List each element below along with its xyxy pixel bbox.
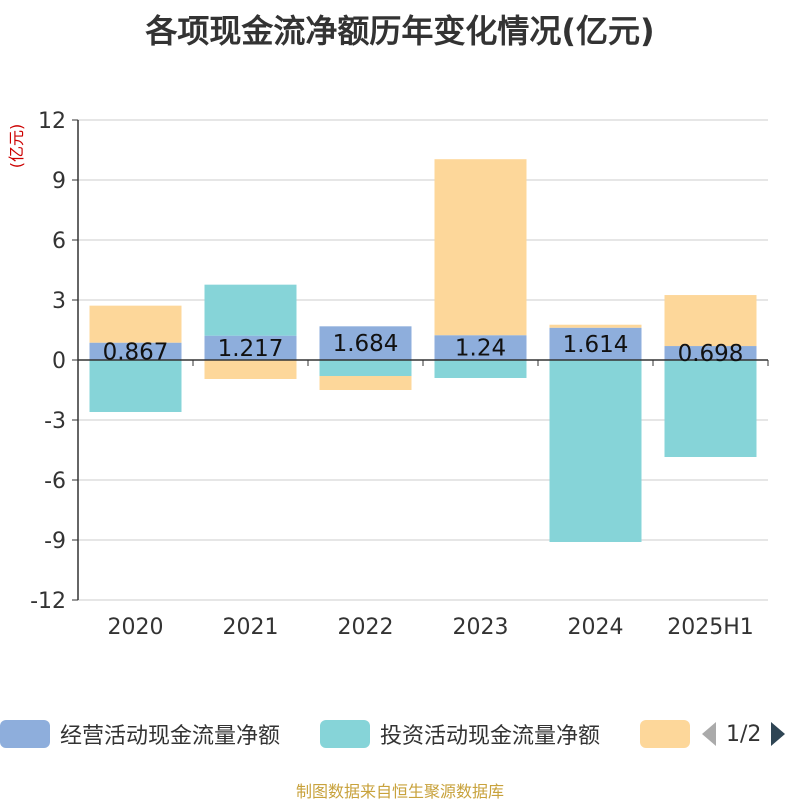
data-source-note: 制图数据来自恒生聚源数据库 (295, 782, 504, 801)
bar-chart: 12 9 6 3 0 -3 -6 -9 -12 (亿元) 2020 2021 2022 2023 2024 2… (7, 109, 769, 640)
bar-operating-2020 (89, 342, 182, 360)
legend-label-operating: 经营活动现金流量净额 (60, 724, 281, 749)
legend-label-investing: 投资活动现金流量净额 (380, 724, 601, 749)
legend-swatch-investing (320, 720, 370, 748)
y-tick-label: 12 (38, 109, 66, 134)
legend-item-financing[interactable] (640, 720, 700, 748)
x-tick-label: 2021 (223, 615, 279, 640)
bar-operating-2022 (319, 326, 412, 360)
y-tick-label: 9 (52, 169, 66, 194)
bar-operating-2024 (549, 327, 642, 360)
prev-page-icon[interactable] (700, 720, 718, 748)
bar-investing-2022 (319, 360, 412, 376)
y-tick-label: -3 (44, 409, 66, 434)
legend-swatch-operating (0, 720, 50, 748)
bar-third-2020 (89, 305, 182, 343)
legend-swatch-financing (640, 720, 690, 748)
bar-investing-2024 (549, 360, 642, 542)
y-tick-label: 0 (52, 349, 66, 374)
axes: 12 9 6 3 0 -3 -6 -9 -12 (亿元) 2020 2021 2022 2023 2024 2… (7, 109, 769, 640)
bar-third-2025H1 (664, 295, 757, 347)
y-tick-label: 3 (52, 289, 66, 314)
data-label-operating: 0.867 (103, 339, 169, 365)
data-label-operating: 1.24 (455, 336, 506, 362)
bar-third-2021 (204, 360, 297, 379)
legend: 经营活动现金流量净额 投资活动现金流量净额 1/2 (0, 712, 800, 756)
x-tick-label: 2023 (453, 615, 509, 640)
bars (89, 159, 757, 542)
legend-item-investing[interactable]: 投资活动现金流量净额 (320, 720, 601, 749)
bar-investing-2021 (204, 284, 297, 336)
data-labels: 0.867 1.217 1.684 1.24 1.614 0.698 (103, 331, 744, 367)
bar-operating-2023 (434, 335, 527, 360)
bar-investing-2023 (434, 360, 527, 378)
chart-title: 各项现金流净额历年变化情况(亿元) (145, 12, 655, 50)
x-tick-label: 2025H1 (667, 615, 754, 640)
legend-pager: 1/2 (700, 720, 787, 748)
bar-third-2024 (549, 324, 642, 328)
bar-operating-2025H1 (664, 346, 757, 360)
bar-operating-2021 (204, 335, 297, 360)
x-tick-label: 2020 (108, 615, 164, 640)
next-page-icon[interactable] (769, 720, 787, 748)
bar-third-2022 (319, 376, 412, 390)
x-tick-label: 2024 (568, 615, 624, 640)
data-label-operating: 1.614 (563, 332, 629, 358)
y-tick-label: -12 (30, 589, 66, 614)
y-tick-label: 6 (52, 229, 66, 254)
data-label-operating: 1.684 (333, 331, 399, 357)
y-axis-label: (亿元) (7, 124, 26, 169)
data-label-operating: 1.217 (218, 336, 284, 362)
grid-lines (78, 119, 768, 601)
y-tick-label: -9 (44, 529, 66, 554)
bar-investing-2020 (89, 360, 182, 412)
y-tick-label: -6 (44, 469, 66, 494)
x-tick-label: 2022 (338, 615, 394, 640)
bar-investing-2025H1 (664, 360, 757, 457)
data-label-operating: 0.698 (678, 341, 744, 367)
bar-third-2023 (434, 159, 527, 336)
legend-page-indicator: 1/2 (726, 721, 762, 747)
legend-item-operating[interactable]: 经营活动现金流量净额 (0, 720, 281, 749)
